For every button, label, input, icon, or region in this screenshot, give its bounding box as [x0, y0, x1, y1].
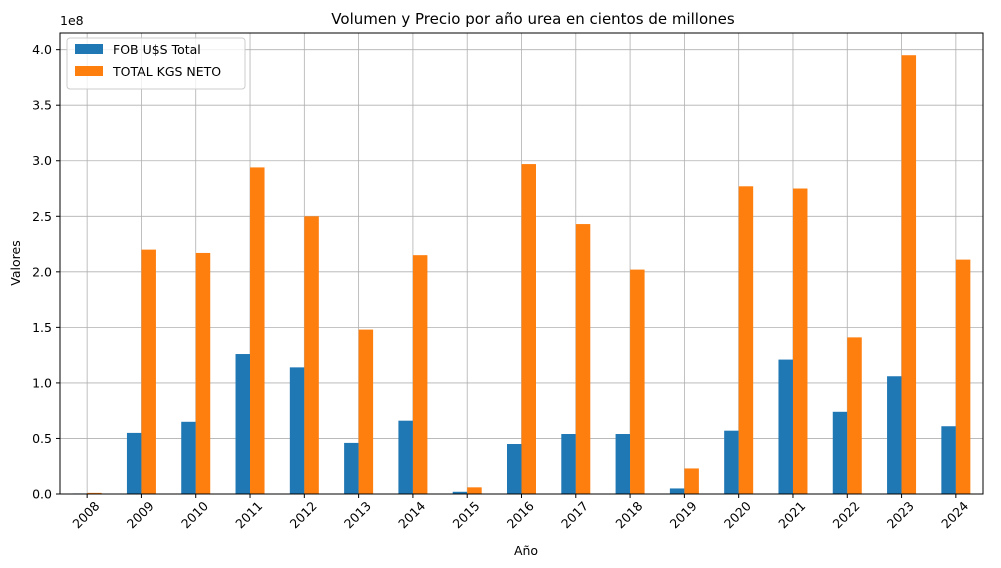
bar-kgs	[901, 55, 917, 495]
x-tick-label: 2008	[69, 498, 102, 531]
legend-swatch-kgs	[75, 66, 103, 76]
bar-kgs	[630, 269, 645, 494]
bar-fob	[561, 434, 576, 494]
y-tick-label: 2.0	[32, 264, 52, 279]
x-axis-label: Año	[514, 543, 538, 558]
bar-kgs	[250, 167, 265, 494]
bar-fob	[344, 442, 359, 494]
bar-kgs	[141, 249, 156, 494]
y-axis-label: Valores	[8, 240, 23, 285]
y-scale-label: 1e8	[60, 13, 84, 28]
bar-kgs	[87, 492, 102, 494]
bar-fob	[887, 376, 902, 494]
bar-fob	[615, 434, 631, 494]
bar-kgs	[467, 487, 482, 494]
bar-kgs	[955, 259, 971, 494]
x-tick-label: 2016	[504, 498, 537, 531]
legend-label-fob: FOB U$S Total	[113, 42, 201, 57]
y-tick-label: 4.0	[32, 42, 52, 57]
bar-fob	[778, 359, 793, 494]
bar-kgs	[684, 468, 699, 494]
x-tick-label: 2012	[287, 498, 320, 531]
legend: FOB U$S Total TOTAL KGS NETO	[66, 37, 246, 90]
x-tick-label: 2011	[232, 498, 265, 531]
bar-fob	[724, 430, 739, 494]
x-axis-ticks: 2008 2009 2010 2011 2012 2013 2014 2015 2016 2017…	[69, 494, 971, 531]
x-tick-label: 2014	[395, 498, 428, 531]
chart-title: Volumen y Precio por año urea en cientos…	[331, 10, 735, 28]
x-tick-label: 2013	[341, 498, 374, 531]
x-tick-label: 2022	[830, 498, 863, 531]
y-axis-ticks: 0.0 0.5 1.0 1.5 2.0 2.5 3.0 3.5 4.0	[32, 42, 60, 502]
legend-label-kgs: TOTAL KGS NETO	[112, 64, 221, 79]
bar-fob	[507, 444, 522, 494]
bar-fob	[126, 432, 142, 494]
bar-kgs	[738, 186, 754, 494]
x-tick-label: 2020	[721, 498, 754, 531]
y-tick-label: 0.5	[32, 431, 52, 446]
bar-kgs	[358, 329, 374, 494]
y-tick-label: 1.0	[32, 375, 52, 390]
y-tick-label: 1.5	[32, 320, 52, 335]
bar-fob	[235, 354, 251, 494]
y-tick-label: 3.5	[32, 98, 52, 113]
y-tick-label: 2.5	[32, 209, 52, 224]
x-tick-label: 2015	[449, 498, 482, 531]
bar-kgs	[847, 337, 862, 494]
bar-kgs	[304, 216, 319, 494]
bar-kgs	[412, 255, 428, 494]
bar-kgs	[792, 188, 808, 494]
bar-kgs	[195, 252, 211, 494]
x-tick-label: 2023	[884, 498, 917, 531]
bar-kgs	[521, 164, 536, 494]
x-tick-label: 2024	[938, 498, 971, 531]
x-tick-label: 2009	[124, 498, 157, 531]
bar-fob	[941, 426, 956, 494]
legend-frame	[66, 37, 246, 90]
x-tick-label: 2010	[178, 498, 211, 531]
bar-fob	[832, 411, 848, 494]
x-tick-label: 2017	[558, 498, 591, 531]
x-tick-label: 2019	[667, 498, 700, 531]
bar-kgs	[575, 224, 591, 494]
x-tick-label: 2018	[612, 498, 645, 531]
x-tick-label: 2021	[775, 498, 808, 531]
bar-fob	[289, 367, 305, 494]
bar-fob	[181, 421, 196, 494]
legend-swatch-fob	[75, 44, 103, 54]
y-tick-label: 0.0	[32, 487, 52, 502]
y-tick-label: 3.0	[32, 153, 52, 168]
bars-group	[72, 55, 971, 495]
bar-fob	[669, 488, 685, 494]
bar-fob	[452, 491, 468, 494]
bar-fob	[398, 420, 413, 494]
